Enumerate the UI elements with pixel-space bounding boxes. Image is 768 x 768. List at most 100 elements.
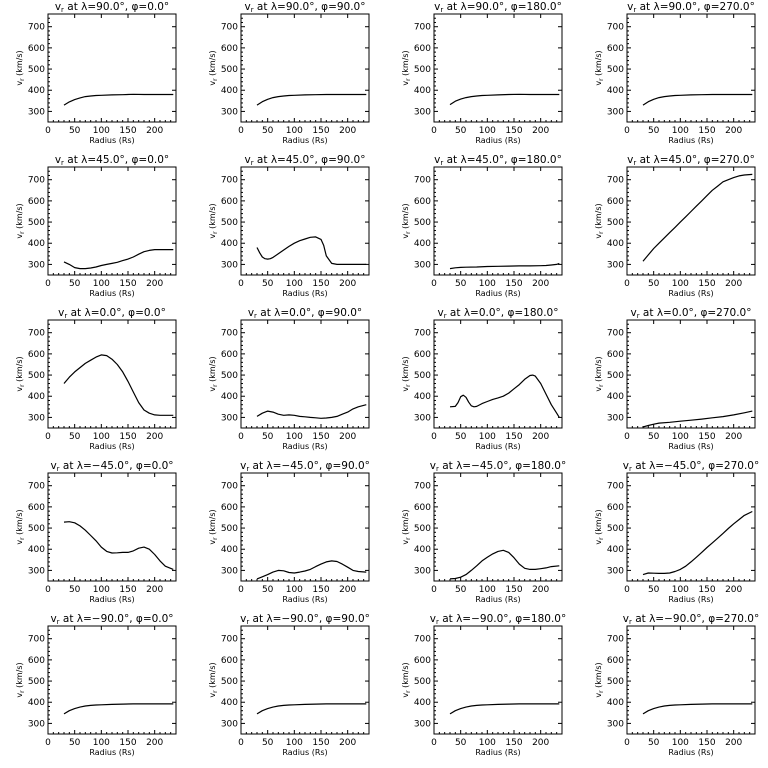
y-axis-label: vr (km/s) [208, 50, 219, 85]
x-tick-label: 100 [93, 585, 110, 595]
chart-panel: vr at λ=45.0°, φ=90.0° 0 50 100 150 200 300 400… [208, 154, 370, 298]
chart-panel: vr at λ=0.0°, φ=180.0° 0 50 100 150 200 300 400… [401, 307, 563, 451]
series-line [256, 236, 367, 265]
x-tick-label: 200 [146, 126, 163, 136]
y-tick-label: 500 [607, 371, 624, 381]
y-tick-label: 300 [221, 107, 238, 117]
series-line [63, 354, 174, 416]
y-tick-label: 700 [607, 23, 624, 33]
chart-title: vr at λ=90.0°, φ=270.0° [627, 1, 755, 14]
x-tick-label: 50 [69, 279, 81, 289]
y-axis-label: vr (km/s) [208, 662, 219, 697]
axes-frame [626, 166, 756, 276]
y-tick-label: 500 [414, 371, 431, 381]
y-tick-label: 400 [28, 698, 45, 708]
y-tick-label: 300 [414, 719, 431, 729]
y-tick-label: 400 [414, 698, 431, 708]
y-tick-label: 300 [28, 413, 45, 423]
y-tick-label: 700 [607, 176, 624, 186]
y-axis-label: vr (km/s) [594, 509, 605, 544]
x-tick-label: 100 [93, 279, 110, 289]
x-tick-label: 0 [431, 432, 437, 442]
y-tick-label: 400 [607, 698, 624, 708]
y-axis-label: vr (km/s) [401, 662, 412, 697]
chart-panel: vr at λ=−45.0°, φ=90.0° 0 50 100 150 200 300 40… [208, 460, 370, 604]
chart-panel: vr at λ=−90.0°, φ=0.0° 0 50 100 150 200 300 400… [15, 613, 177, 757]
y-tick-label: 600 [221, 503, 238, 513]
y-tick-label: 500 [414, 218, 431, 228]
chart-panel: vr at λ=45.0°, φ=180.0° 0 50 100 150 200 300 40… [401, 154, 563, 298]
y-axis-label: vr (km/s) [401, 50, 412, 85]
y-tick-label: 600 [607, 656, 624, 666]
y-tick-label: 700 [221, 176, 238, 186]
x-tick-label: 100 [286, 738, 303, 748]
x-tick-label: 0 [238, 432, 244, 442]
y-tick-label: 700 [221, 23, 238, 33]
y-tick-label: 400 [221, 392, 238, 402]
x-tick-label: 0 [238, 126, 244, 136]
x-tick-label: 50 [455, 432, 467, 442]
y-tick-label: 500 [28, 218, 45, 228]
x-tick-label: 50 [262, 585, 274, 595]
y-axis-label: vr (km/s) [401, 509, 412, 544]
series-line [449, 703, 560, 715]
x-tick-label: 200 [532, 126, 549, 136]
x-tick-label: 0 [431, 585, 437, 595]
y-axis-label: vr (km/s) [15, 356, 26, 391]
series-line [256, 93, 367, 106]
x-axis-label: Radius (Rs) [282, 289, 327, 298]
series-line [449, 93, 560, 106]
x-axis-label: Radius (Rs) [475, 136, 520, 145]
x-tick-label: 50 [455, 585, 467, 595]
chart-panel: vr at λ=90.0°, φ=180.0° 0 50 100 150 200 300 40… [401, 1, 563, 145]
series-line [449, 374, 560, 418]
x-axis-label: Radius (Rs) [668, 136, 713, 145]
x-tick-label: 0 [431, 126, 437, 136]
series-line [256, 703, 367, 715]
x-tick-label: 100 [672, 585, 689, 595]
x-tick-label: 100 [93, 738, 110, 748]
y-tick-label: 700 [28, 329, 45, 339]
x-tick-label: 200 [725, 279, 742, 289]
chart-panel: vr at λ=90.0°, φ=90.0° 0 50 100 150 200 300 400… [208, 1, 370, 145]
y-tick-label: 500 [607, 524, 624, 534]
x-tick-label: 200 [725, 432, 742, 442]
y-tick-label: 700 [28, 176, 45, 186]
x-tick-label: 100 [286, 585, 303, 595]
x-tick-label: 50 [648, 738, 660, 748]
x-axis-label: Radius (Rs) [282, 136, 327, 145]
series-line [449, 549, 560, 580]
y-tick-label: 700 [221, 329, 238, 339]
x-tick-label: 0 [624, 432, 630, 442]
y-tick-label: 700 [28, 23, 45, 33]
x-tick-label: 0 [431, 738, 437, 748]
y-tick-label: 300 [607, 566, 624, 576]
y-tick-label: 300 [221, 719, 238, 729]
x-axis-label: Radius (Rs) [668, 748, 713, 757]
x-tick-label: 150 [698, 738, 715, 748]
x-tick-label: 200 [146, 279, 163, 289]
y-tick-label: 600 [607, 503, 624, 513]
chart-title: vr at λ=45.0°, φ=90.0° [244, 154, 365, 167]
y-tick-label: 700 [414, 482, 431, 492]
x-axis-label: Radius (Rs) [668, 595, 713, 604]
chart-panel: vr at λ=90.0°, φ=270.0° 0 50 100 150 200 300 40… [594, 1, 756, 145]
x-tick-label: 50 [262, 126, 274, 136]
x-axis-label: Radius (Rs) [89, 442, 134, 451]
chart-panel: vr at λ=−90.0°, φ=180.0° 0 50 100 150 200 300 4… [401, 613, 566, 757]
x-axis-label: Radius (Rs) [282, 748, 327, 757]
x-tick-label: 100 [286, 432, 303, 442]
y-tick-label: 400 [414, 86, 431, 96]
y-axis-label: vr (km/s) [208, 509, 219, 544]
x-axis-label: Radius (Rs) [668, 442, 713, 451]
y-axis-label: vr (km/s) [208, 203, 219, 238]
y-tick-label: 600 [414, 197, 431, 207]
series-line [642, 410, 753, 428]
x-tick-label: 50 [262, 279, 274, 289]
x-axis-label: Radius (Rs) [89, 595, 134, 604]
x-tick-label: 150 [698, 432, 715, 442]
axes-frame [240, 472, 370, 582]
x-tick-label: 0 [624, 279, 630, 289]
axes-frame [433, 13, 563, 123]
